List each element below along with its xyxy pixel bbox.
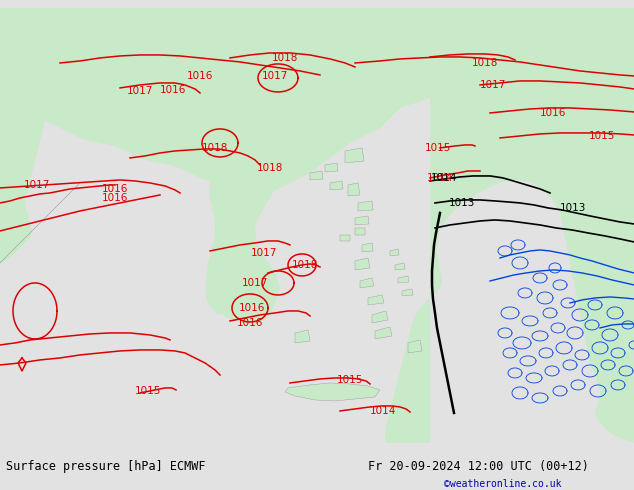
- Polygon shape: [390, 249, 399, 256]
- Text: 1016: 1016: [237, 318, 263, 328]
- Polygon shape: [340, 235, 350, 241]
- Polygon shape: [402, 289, 413, 296]
- Polygon shape: [368, 295, 384, 305]
- Text: 1015: 1015: [135, 386, 161, 396]
- Text: 1016: 1016: [540, 108, 566, 118]
- Polygon shape: [355, 228, 365, 235]
- Polygon shape: [0, 8, 634, 203]
- Text: 1017: 1017: [251, 248, 277, 258]
- Polygon shape: [205, 160, 280, 325]
- Polygon shape: [330, 181, 343, 190]
- Text: 1018: 1018: [472, 58, 498, 68]
- Polygon shape: [355, 216, 369, 225]
- Polygon shape: [285, 383, 380, 401]
- Polygon shape: [385, 8, 634, 443]
- Text: Surface pressure [hPa] ECMWF: Surface pressure [hPa] ECMWF: [6, 460, 206, 473]
- Text: 1016: 1016: [102, 193, 128, 203]
- Text: 1016: 1016: [187, 71, 213, 81]
- Text: Fr 20-09-2024 12:00 UTC (00+12): Fr 20-09-2024 12:00 UTC (00+12): [368, 460, 588, 473]
- Text: 1015: 1015: [589, 131, 615, 141]
- Text: 1013: 1013: [560, 203, 586, 213]
- Polygon shape: [0, 95, 50, 263]
- Text: 1014: 1014: [427, 173, 453, 183]
- Text: 1017: 1017: [242, 278, 268, 288]
- Text: 1015: 1015: [425, 143, 451, 153]
- Text: ©weatheronline.co.uk: ©weatheronline.co.uk: [444, 479, 561, 489]
- Polygon shape: [408, 340, 422, 353]
- Text: 1016: 1016: [239, 303, 265, 313]
- Polygon shape: [345, 148, 364, 163]
- Text: 1018: 1018: [202, 143, 228, 153]
- Text: 1018: 1018: [272, 53, 298, 63]
- Polygon shape: [375, 327, 392, 339]
- Polygon shape: [325, 163, 338, 172]
- Text: 1017: 1017: [480, 80, 506, 90]
- Text: 1014: 1014: [431, 173, 457, 183]
- Polygon shape: [395, 263, 405, 270]
- Polygon shape: [295, 330, 310, 343]
- Polygon shape: [358, 201, 373, 211]
- Polygon shape: [360, 278, 374, 288]
- Text: 1016: 1016: [102, 184, 128, 194]
- Polygon shape: [362, 243, 373, 252]
- Text: 1015: 1015: [337, 375, 363, 385]
- Text: 1013: 1013: [449, 198, 476, 208]
- Text: 1018: 1018: [292, 260, 318, 270]
- Polygon shape: [372, 311, 388, 323]
- Text: 1017: 1017: [262, 71, 288, 81]
- Polygon shape: [355, 258, 370, 270]
- Text: 1017: 1017: [127, 86, 153, 96]
- Text: 1018: 1018: [257, 163, 283, 173]
- Polygon shape: [398, 276, 409, 283]
- Text: 1017: 1017: [24, 180, 50, 190]
- Text: 1014: 1014: [370, 406, 396, 416]
- Text: 1016: 1016: [160, 85, 186, 95]
- Polygon shape: [348, 183, 360, 196]
- Polygon shape: [310, 171, 323, 180]
